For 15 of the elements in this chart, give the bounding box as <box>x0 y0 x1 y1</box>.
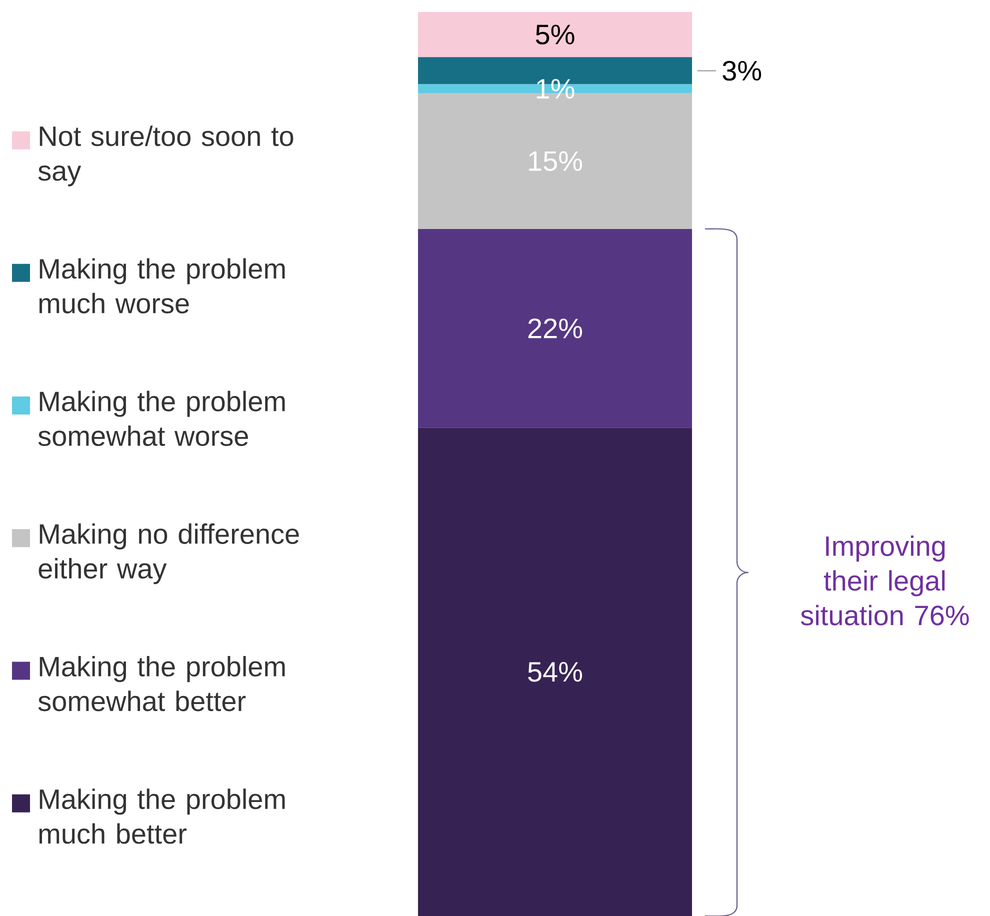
data-label: 15% <box>529 151 582 171</box>
legend-label: Making no difference either way <box>38 523 299 584</box>
text: Improving their legal situation 76% <box>800 536 969 626</box>
legend-label: Making the problem much better <box>39 788 285 844</box>
data-label: 5% <box>536 24 574 44</box>
bar <box>418 12 692 58</box>
bar <box>418 228 692 428</box>
legend-label: Making the problem somewhat worse <box>38 390 285 446</box>
bar <box>418 428 692 916</box>
legend-label: Not sure/too soon to say <box>38 126 294 186</box>
legend-label: Making the problem much worse <box>39 258 285 314</box>
data-label: 3% <box>722 60 762 81</box>
legend-label: Making the problem somewhat better <box>38 656 285 712</box>
data-label: 54% <box>528 662 582 682</box>
data-label: 22% <box>528 318 582 338</box>
